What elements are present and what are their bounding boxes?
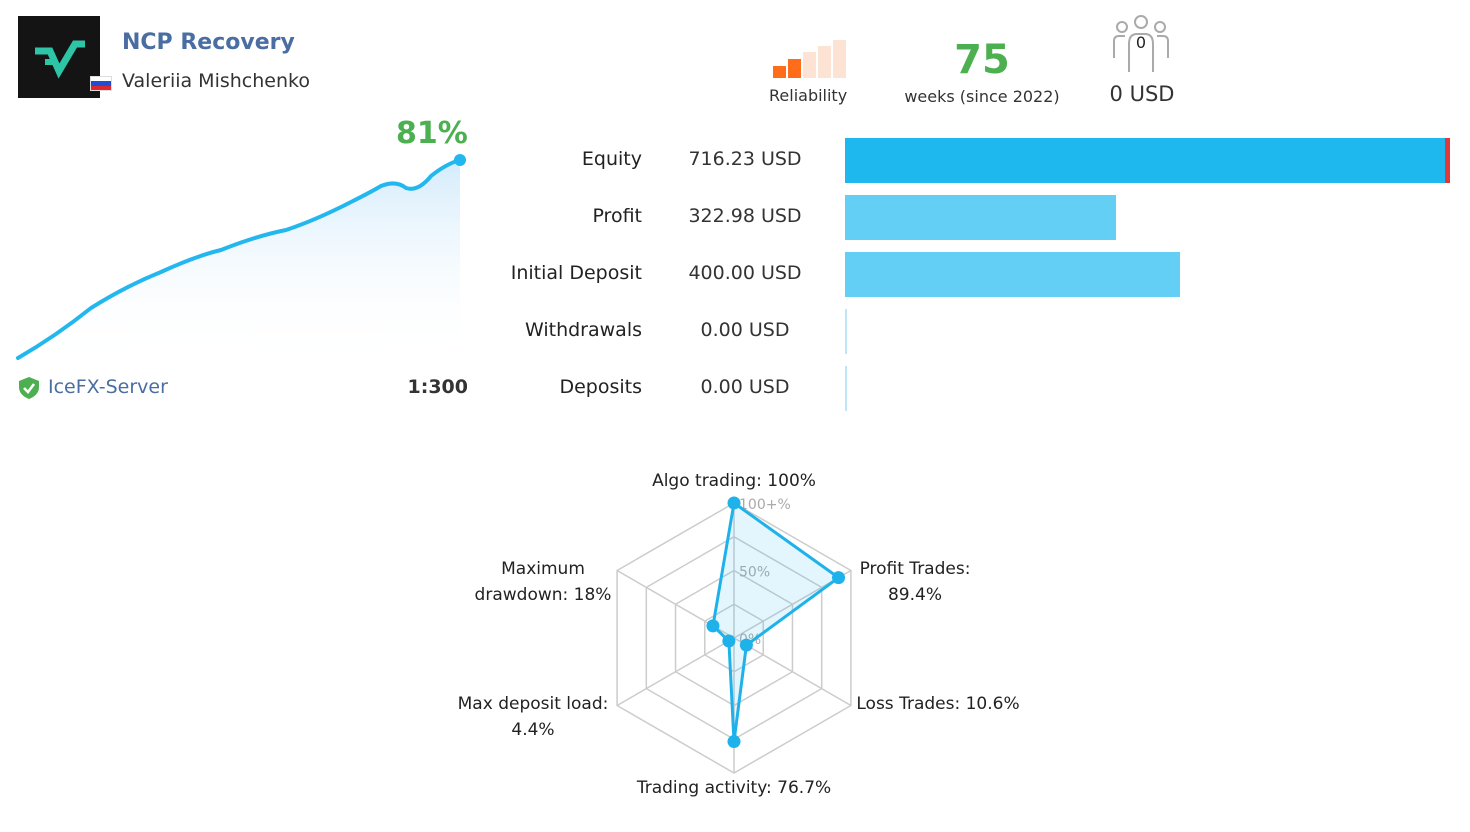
equity-value: 716.23 USD: [688, 148, 802, 170]
radar-data-area: [711, 501, 841, 744]
leverage: 1:300: [407, 376, 468, 398]
radar-label-profit-trades: Profit Trades: 89.4%: [859, 559, 971, 605]
deposits-bar: [845, 366, 847, 411]
subscribers-count: 0: [1135, 33, 1147, 52]
growth-end-point: [454, 154, 466, 166]
growth-area: [18, 160, 460, 362]
initial-deposit-value: 400.00 USD: [688, 262, 802, 284]
signal-logo[interactable]: [18, 16, 100, 98]
reliability-bars-icon: [773, 40, 846, 78]
radar-point: [739, 638, 753, 652]
growth-line: [16, 158, 462, 360]
equity-label: Equity: [581, 148, 642, 170]
radar-axis-line: [733, 637, 852, 707]
russia-flag-icon: [90, 76, 112, 91]
growth-chart[interactable]: [16, 140, 468, 362]
radar-label-max-drawdown: Maximum drawdown: 18%: [474, 559, 612, 605]
deposits-label: Deposits: [559, 376, 642, 398]
signal-name-link[interactable]: NCP Recovery: [122, 30, 295, 55]
subscribers-icon[interactable]: [1110, 14, 1172, 74]
shield-check-icon: [19, 377, 39, 399]
radar-label-loss-trades: Loss Trades: 10.6%: [856, 694, 1020, 714]
radar-scale-label: 100+%: [739, 497, 791, 513]
reliability-label: Reliability: [769, 86, 848, 105]
withdrawals-label: Withdrawals: [524, 319, 642, 341]
profit-bar: [845, 195, 1116, 240]
growth-percent: 81%: [396, 116, 468, 151]
radar-label-trading-activity: Trading activity: 76.7%: [636, 778, 832, 798]
equity-bar: [845, 138, 1450, 183]
profit-label: Profit: [592, 205, 642, 227]
radar-axis-line: [616, 637, 735, 707]
radar-point: [832, 571, 846, 585]
radar-chart: 100+%50%0%: [616, 496, 852, 774]
check-logo-icon: [35, 40, 85, 79]
withdrawals-bar: [845, 309, 847, 354]
deposits-value: 0.00 USD: [700, 376, 790, 398]
server-name[interactable]: IceFX-Server: [48, 376, 168, 398]
author-name[interactable]: Valeriia Mishchenko: [122, 70, 310, 92]
radar-point: [722, 634, 736, 648]
subscription-cost: 0 USD: [1109, 82, 1175, 106]
profit-value: 322.98 USD: [688, 205, 802, 227]
radar-point: [727, 496, 741, 510]
radar-scale-label: 50%: [739, 565, 770, 581]
withdrawals-value: 0.00 USD: [700, 319, 790, 341]
weeks-count: 75: [954, 37, 1010, 83]
radar-label-algo-trading: Algo trading: 100%: [652, 471, 816, 491]
initial-deposit-bar: [845, 252, 1180, 297]
radar-point: [727, 735, 741, 749]
radar-label-max-deposit-load: Max deposit load: 4.4%: [457, 694, 609, 740]
radar-point: [706, 619, 720, 633]
initial-deposit-label: Initial Deposit: [510, 262, 642, 284]
weeks-label: weeks (since 2022): [904, 87, 1060, 106]
